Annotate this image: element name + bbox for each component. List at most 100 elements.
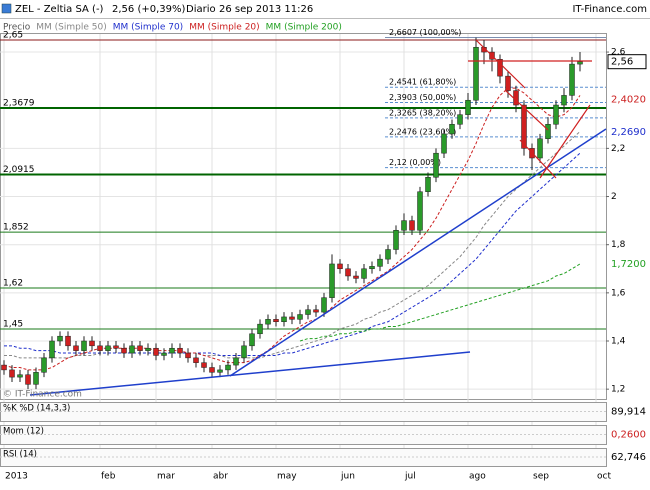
- candle-body: [353, 275, 359, 279]
- candle-body: [41, 357, 47, 373]
- candle-body: [33, 372, 39, 385]
- candle-body: [265, 319, 271, 325]
- fib-label: 2,3265 (38,20%): [389, 108, 456, 117]
- indicator-label: %K %D (14,3,3): [3, 404, 70, 414]
- candle-body: [113, 345, 119, 349]
- candle-body: [201, 362, 207, 368]
- x-tick-label: mar: [157, 472, 175, 482]
- candle-body: [137, 345, 143, 351]
- label-bg: [609, 93, 645, 106]
- candle-body: [9, 369, 15, 378]
- candle-body: [177, 347, 183, 354]
- candle-body: [49, 340, 55, 359]
- candle-body: [505, 75, 511, 91]
- date: 26 sep 2013 11:26: [219, 4, 313, 15]
- candle-body: [385, 249, 391, 260]
- candle-body: [121, 347, 127, 354]
- indicator-panel: [0, 425, 607, 445]
- x-tick-label: jul: [404, 472, 416, 482]
- candle-body: [457, 114, 463, 125]
- candle-body: [257, 323, 263, 335]
- candle-body: [473, 46, 479, 101]
- trendline: [229, 128, 607, 377]
- level-label: 2,0915: [3, 165, 35, 175]
- candle-body: [425, 177, 431, 192]
- y-tick-label: 2,2: [611, 144, 625, 154]
- indicator-label: RSI (14): [3, 450, 37, 460]
- y-tick-label: 1,2: [611, 385, 625, 395]
- fib-label: 2,3903 (50,00%): [389, 93, 456, 102]
- candle-body: [369, 266, 375, 270]
- candle-body: [249, 333, 255, 347]
- candle-body: [161, 352, 167, 356]
- candle-body: [393, 229, 399, 250]
- candle-body: [281, 316, 287, 322]
- candle-body: [89, 340, 95, 347]
- legend-entry: MM (Simple 200): [266, 23, 342, 33]
- x-tick-label: jun: [340, 472, 355, 482]
- candle-body: [537, 138, 543, 159]
- candle-body: [417, 191, 423, 231]
- level-label: 2,3679: [3, 98, 35, 108]
- legend-entry: MM (Simple 20): [189, 23, 259, 33]
- label-bg: [609, 257, 645, 270]
- candle-body: [553, 104, 559, 125]
- last-value-label: 2,56: [611, 57, 633, 68]
- last-value-label: 2,4020: [611, 95, 646, 106]
- indicator-panel: [0, 448, 607, 467]
- candle-body: [129, 345, 135, 354]
- trendline: [29, 351, 471, 396]
- indicator-label: Mom (12): [3, 427, 44, 437]
- indicator-panel: [0, 402, 607, 422]
- x-tick-label: abr: [213, 472, 228, 482]
- candle-body: [433, 152, 439, 178]
- candle-body: [209, 367, 215, 373]
- candle-body: [329, 263, 335, 298]
- candle-body: [241, 345, 247, 359]
- candle-body: [361, 268, 367, 279]
- chart-subtitle: 2,56 (+0,39%): [112, 4, 185, 15]
- last-value-label: 1,7200: [611, 259, 646, 270]
- candle-body: [145, 347, 151, 351]
- label-bg: [609, 55, 645, 68]
- candle-body: [305, 309, 311, 315]
- level-label: 1,852: [3, 223, 29, 233]
- fib-label: 2,2476 (23,60%): [389, 127, 456, 136]
- level-label: 2,65: [3, 31, 23, 41]
- y-tick-label: 2: [611, 192, 617, 202]
- main-panel: [0, 33, 607, 400]
- x-tick-label: oct: [597, 472, 611, 482]
- candle-body: [313, 309, 319, 313]
- label-bg: [609, 125, 645, 138]
- candle-body: [233, 357, 239, 366]
- moving-average: [299, 263, 581, 342]
- legend-entry: MM (Simple 50): [36, 23, 106, 33]
- candle-body: [97, 345, 103, 351]
- level-label: 1,62: [3, 279, 23, 289]
- candle-body: [337, 263, 343, 270]
- candle-body: [25, 374, 31, 385]
- candle-body: [569, 63, 575, 96]
- trendlines: [29, 39, 607, 396]
- y-tick-label: 1,6: [611, 288, 626, 298]
- y-tick-label: 2,6: [611, 48, 626, 58]
- candle-body: [185, 352, 191, 359]
- trendline: [519, 139, 557, 179]
- candle-body: [577, 61, 583, 65]
- candle-body: [345, 268, 351, 277]
- candle-body: [65, 335, 71, 347]
- candle-body: [193, 357, 199, 363]
- x-tick-label: 2013: [5, 472, 28, 482]
- candle-body: [377, 258, 383, 267]
- indicator-value: 89,914: [611, 407, 646, 418]
- x-tick-label: sep: [533, 472, 549, 482]
- fib-label: 2,12 (0,00%): [389, 158, 441, 167]
- candle-body: [217, 369, 223, 373]
- fib-label: 2,6607 (100,00%): [389, 28, 461, 37]
- x-tick-label: ago: [469, 472, 486, 482]
- candle-body: [169, 347, 175, 354]
- candle-body: [401, 220, 407, 231]
- x-tick-label: feb: [101, 472, 116, 482]
